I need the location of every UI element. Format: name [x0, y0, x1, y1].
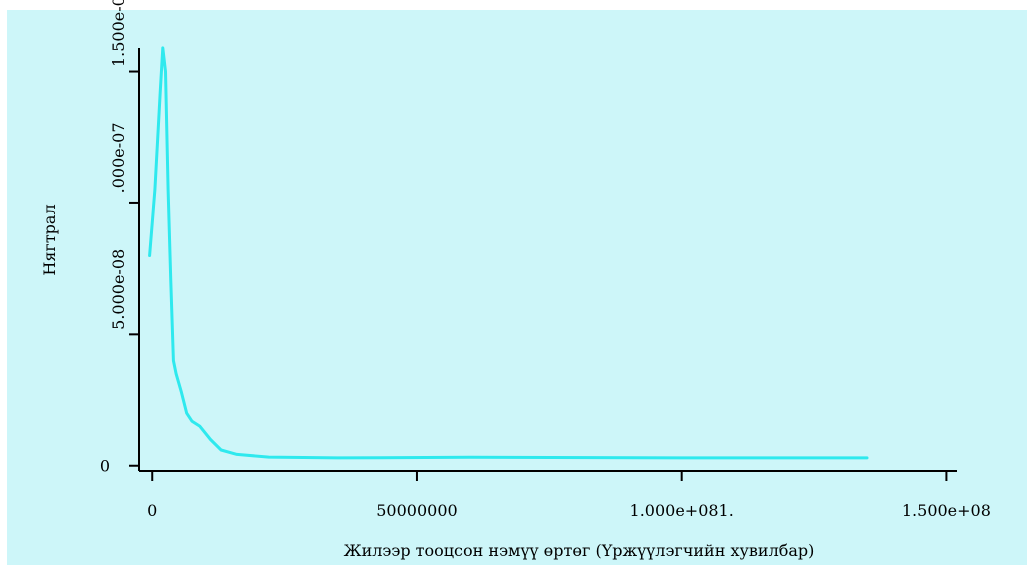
x-tick-label: 1.000e+081. [630, 501, 734, 520]
y-tick-label: .000e-07 [109, 123, 128, 194]
axes: 0 5.000e-08 .000e-07 1.500e-07 0 50000000 1.00… [100, 0, 991, 520]
y-axis-title: Нягтрал [40, 204, 59, 275]
x-tick-label: 1.500e+08 [902, 501, 991, 520]
density-line [148, 46, 869, 460]
y-tick-label: 0 [100, 457, 110, 476]
chart-background [7, 10, 1027, 565]
x-axis-title: Жилээр тооцсон нэмүү өртөг (Үржүүлэгчийн… [344, 541, 815, 560]
y-tick-label: 5.000e-08 [109, 249, 128, 330]
y-tick-label: 1.500e-07 [109, 0, 128, 67]
series-layer [148, 46, 869, 460]
x-tick-label: 0 [147, 501, 157, 520]
x-tick-label: 50000000 [376, 501, 457, 520]
